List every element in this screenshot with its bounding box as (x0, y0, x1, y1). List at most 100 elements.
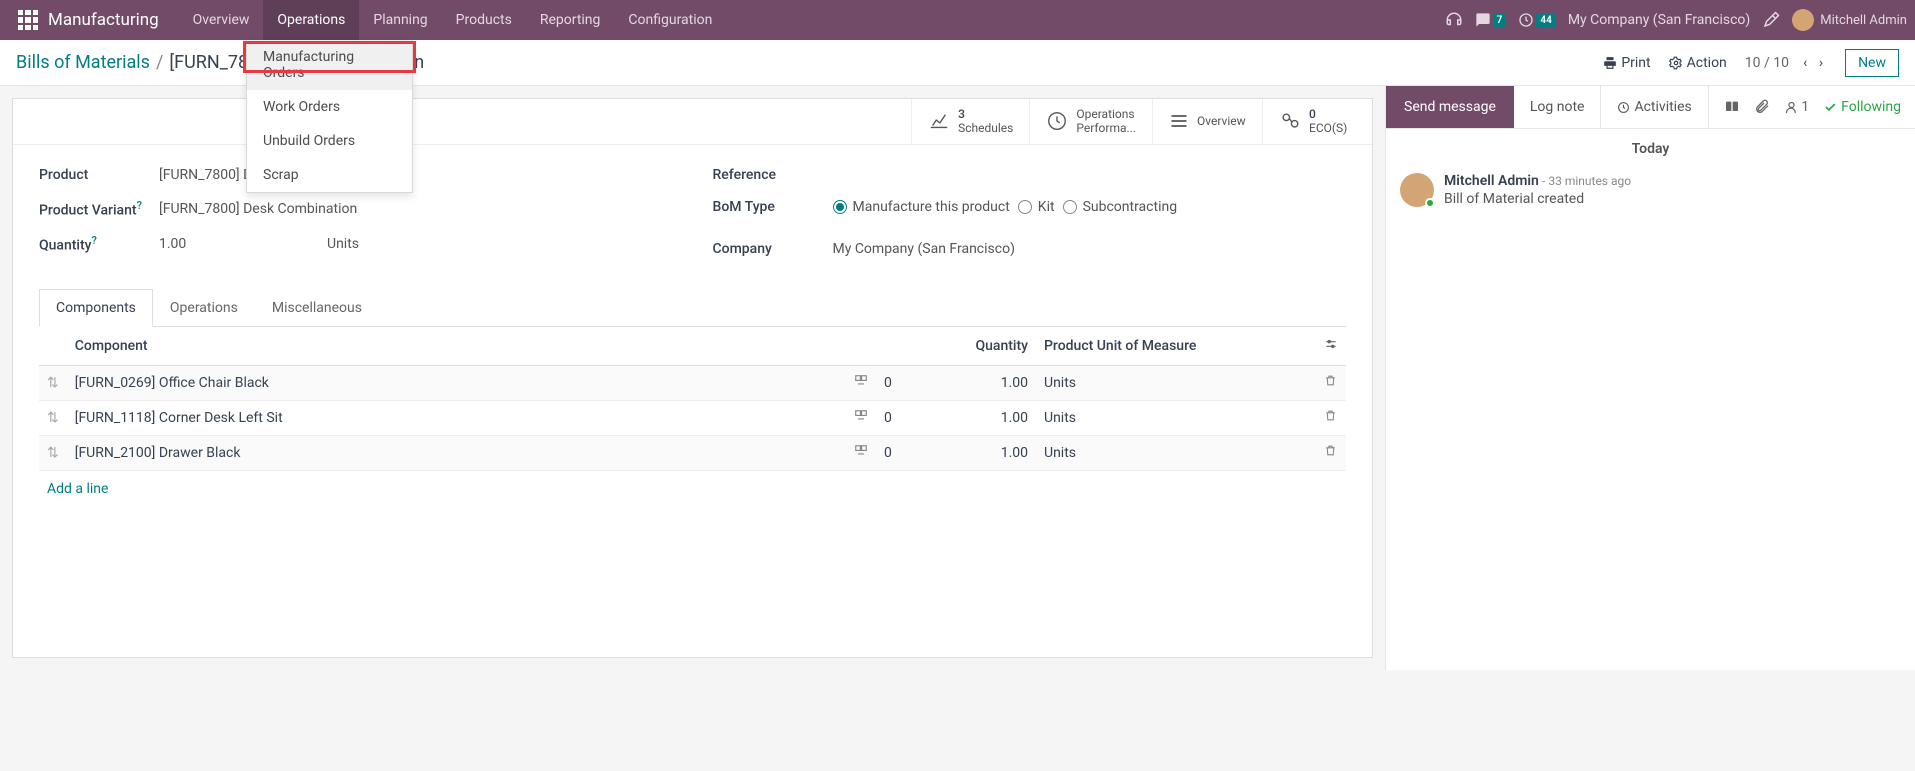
radio-manufacture[interactable]: Manufacture this product (833, 199, 1010, 215)
nav-products[interactable]: Products (442, 0, 526, 40)
col-options[interactable] (1316, 327, 1346, 366)
stat-operations[interactable]: OperationsPerforma... (1029, 99, 1152, 144)
send-message-button[interactable]: Send message (1386, 86, 1514, 128)
qty-cell[interactable]: 1.00 (916, 435, 1036, 470)
nav-overview[interactable]: Overview (179, 0, 264, 40)
bomtype-radios: Manufacture this product Kit Subcontract… (833, 199, 1347, 225)
message: Mitchell Admin - 33 minutes ago Bill of … (1386, 169, 1915, 211)
bomtype-label: BoM Type (713, 199, 833, 215)
form-card: 3Schedules OperationsPerforma... Overvie… (12, 98, 1373, 658)
stat-overview[interactable]: Overview (1152, 99, 1262, 144)
tools-icon[interactable] (1762, 11, 1780, 29)
user-menu[interactable]: Mitchell Admin (1792, 9, 1907, 31)
drag-handle-icon[interactable]: ⇅ (39, 400, 67, 435)
product-field[interactable]: [FURN_7800] Desk Combination (159, 167, 673, 183)
table-row[interactable]: ⇅[FURN_0269] Office Chair Black 01.00Unit… (39, 365, 1346, 400)
dropdown-manufacturing-orders[interactable]: Manufacturing Orders (247, 40, 412, 90)
uom-cell[interactable]: Units (1036, 435, 1316, 470)
company-selector[interactable]: My Company (San Francisco) (1568, 12, 1750, 28)
radio-subcontracting[interactable]: Subcontracting (1063, 199, 1178, 215)
stat-ecos[interactable]: 0ECO(S) (1262, 99, 1372, 144)
nav-configuration[interactable]: Configuration (614, 0, 726, 40)
delete-row-icon[interactable] (1316, 400, 1346, 435)
reference-label: Reference (713, 167, 833, 183)
tabs: Components Operations Miscellaneous (39, 289, 1346, 327)
nav-operations[interactable]: Operations (263, 0, 359, 40)
qty-cell[interactable]: 1.00 (916, 400, 1036, 435)
activities-badge: 44 (1536, 14, 1555, 27)
message-text: Bill of Material created (1444, 191, 1631, 207)
topnav-right: 7 44 My Company (San Francisco) Mitchell… (1445, 9, 1907, 31)
component-name[interactable]: [FURN_1118] Corner Desk Left Sit (67, 400, 846, 435)
company-field[interactable]: My Company (San Francisco) (833, 241, 1347, 257)
control-actions: Print Action 10 / 10 ‹ › New (1603, 49, 1899, 77)
form-area: 3Schedules OperationsPerforma... Overvie… (0, 86, 1385, 670)
company-label: Company (713, 241, 833, 257)
user-name: Mitchell Admin (1820, 13, 1907, 28)
today-separator: Today (1386, 129, 1915, 169)
drag-handle-icon[interactable]: ⇅ (39, 435, 67, 470)
pager-prev[interactable]: ‹ (1799, 55, 1811, 71)
tab-components[interactable]: Components (39, 289, 153, 327)
tab-operations[interactable]: Operations (153, 289, 255, 327)
breadcrumb-root[interactable]: Bills of Materials (16, 52, 150, 73)
action-button[interactable]: Action (1669, 55, 1727, 71)
quantity-field[interactable]: 1.00 (159, 236, 319, 252)
message-avatar[interactable] (1400, 173, 1434, 207)
extra-qty: 0 (876, 435, 916, 470)
app-brand[interactable]: Manufacturing (48, 10, 159, 30)
components-table: Component Quantity Product Unit of Measu… (39, 327, 1346, 471)
activities-icon[interactable]: 44 (1518, 12, 1555, 28)
messages-icon[interactable]: 7 (1475, 12, 1507, 28)
dropdown-unbuild-orders[interactable]: Unbuild Orders (247, 124, 412, 158)
breadcrumb-sep: / (156, 52, 163, 73)
print-button[interactable]: Print (1603, 55, 1650, 71)
tab-misc[interactable]: Miscellaneous (255, 289, 379, 327)
following-button[interactable]: Following (1823, 99, 1901, 115)
top-nav: Manufacturing Overview Operations Planni… (0, 0, 1915, 40)
stat-schedules[interactable]: 3Schedules (911, 99, 1029, 144)
apps-icon[interactable] (18, 10, 38, 30)
chatter-top: Send message Log note Activities 1 (1386, 86, 1915, 129)
pager-next[interactable]: › (1815, 55, 1827, 71)
message-time: - 33 minutes ago (1542, 174, 1631, 188)
component-name[interactable]: [FURN_2100] Drawer Black (67, 435, 846, 470)
radio-kit[interactable]: Kit (1018, 199, 1055, 215)
nav-reporting[interactable]: Reporting (526, 0, 615, 40)
delete-row-icon[interactable] (1316, 365, 1346, 400)
log-note-button[interactable]: Log note (1514, 86, 1601, 128)
extra-qty: 0 (876, 400, 916, 435)
attachment-icon[interactable] (1754, 99, 1770, 115)
drag-handle-icon[interactable]: ⇅ (39, 365, 67, 400)
new-button[interactable]: New (1845, 49, 1899, 77)
variant-label: Product Variant? (39, 199, 159, 219)
support-icon[interactable] (1445, 11, 1463, 29)
uom-cell[interactable]: Units (1036, 400, 1316, 435)
followers-icon[interactable]: 1 (1784, 99, 1809, 115)
forecast-icon[interactable] (846, 365, 876, 400)
variant-field[interactable]: [FURN_7800] Desk Combination (159, 201, 673, 217)
forecast-icon[interactable] (846, 400, 876, 435)
extra-qty: 0 (876, 365, 916, 400)
message-author[interactable]: Mitchell Admin (1444, 173, 1539, 189)
activities-button[interactable]: Activities (1600, 86, 1708, 128)
form-body: Product [FURN_7800] Desk Combination Pro… (13, 145, 1372, 529)
knowledge-icon[interactable] (1724, 99, 1740, 115)
print-label: Print (1621, 55, 1650, 71)
table-row[interactable]: ⇅[FURN_2100] Drawer Black 01.00Units (39, 435, 1346, 470)
nav-planning[interactable]: Planning (359, 0, 441, 40)
messages-badge: 7 (1493, 14, 1507, 27)
table-row[interactable]: ⇅[FURN_1118] Corner Desk Left Sit 01.00Un… (39, 400, 1346, 435)
quantity-uom[interactable]: Units (327, 236, 359, 252)
dropdown-scrap[interactable]: Scrap (247, 158, 412, 192)
pager-text: 10 / 10 (1745, 55, 1789, 71)
component-name[interactable]: [FURN_0269] Office Chair Black (67, 365, 846, 400)
forecast-icon[interactable] (846, 435, 876, 470)
presence-dot (1425, 198, 1435, 208)
qty-cell[interactable]: 1.00 (916, 365, 1036, 400)
nav-items: Overview Operations Planning Products Re… (179, 0, 727, 40)
delete-row-icon[interactable] (1316, 435, 1346, 470)
uom-cell[interactable]: Units (1036, 365, 1316, 400)
dropdown-work-orders[interactable]: Work Orders (247, 90, 412, 124)
add-line[interactable]: Add a line (39, 471, 1346, 507)
